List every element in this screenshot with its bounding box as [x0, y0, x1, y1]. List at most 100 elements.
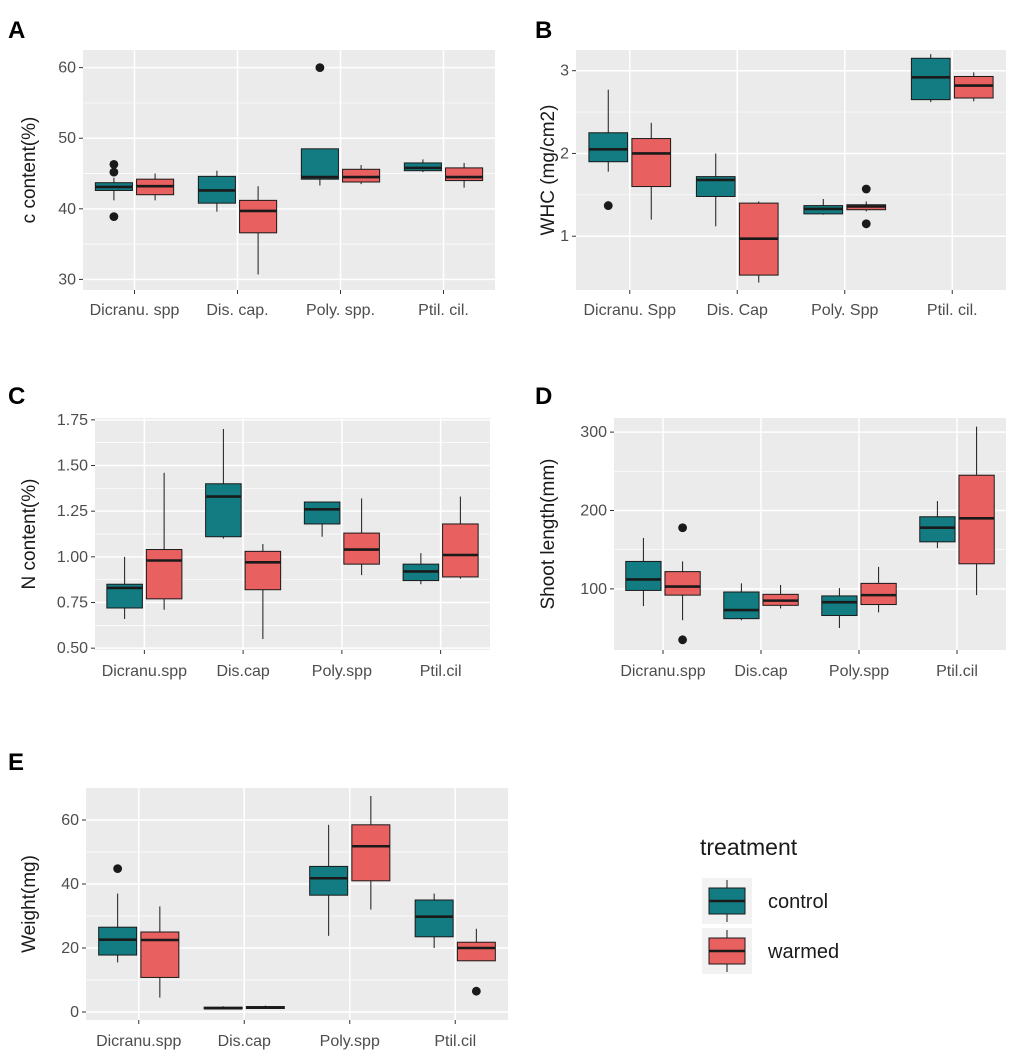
box-control — [588, 89, 629, 210]
box-body — [414, 899, 454, 938]
x-tick-label: Poly.spp — [320, 1033, 380, 1050]
outlier-point — [109, 212, 119, 221]
box-control — [309, 824, 349, 936]
box-body — [445, 167, 484, 182]
box-warmed — [145, 472, 183, 610]
box-body — [300, 148, 339, 180]
panel-letter: B — [535, 17, 552, 44]
x-tick-label: Dis.cap — [218, 1033, 271, 1050]
box-body — [145, 549, 183, 600]
box-body — [910, 57, 951, 101]
y-tick-label: 30 — [58, 271, 76, 288]
y-axis-title: c content(%) — [19, 117, 40, 224]
y-tick-label: 1.75 — [57, 412, 88, 429]
box-warmed — [953, 72, 994, 102]
y-tick-label: 60 — [58, 60, 76, 77]
y-tick-label: 1.25 — [57, 503, 88, 520]
panel-letter: E — [8, 749, 24, 776]
legend-label-control: control — [768, 891, 828, 913]
box-body — [631, 138, 672, 188]
y-tick-label: 50 — [58, 130, 76, 147]
box-control — [402, 553, 440, 585]
y-tick-label: 40 — [58, 201, 76, 218]
box-body — [695, 176, 736, 197]
x-tick-label: Ptil.cil — [434, 1033, 476, 1050]
box-control — [303, 501, 341, 537]
outlier-point — [109, 159, 119, 169]
x-tick-label: Dicranu. spp — [90, 302, 180, 319]
outlier-point — [315, 63, 325, 73]
outlier-point — [603, 201, 613, 210]
box-body — [342, 168, 381, 183]
box-body — [456, 941, 496, 962]
box-control — [300, 63, 339, 186]
box-body — [303, 501, 341, 525]
box-control — [625, 537, 662, 607]
y-tick-label: 0.50 — [57, 640, 88, 657]
x-tick-label: Poly.spp — [312, 663, 372, 680]
box-warmed — [762, 584, 799, 609]
box-warmed — [442, 496, 479, 579]
box-warmed — [245, 1005, 285, 1009]
y-tick-label: 2 — [560, 145, 569, 162]
outlier-point — [471, 986, 481, 996]
panel-letter: C — [8, 383, 25, 410]
x-tick-label: Poly. spp. — [306, 302, 375, 319]
box-control — [98, 864, 138, 963]
y-tick-label: 40 — [61, 876, 79, 893]
x-tick-label: Dis.cap — [216, 663, 269, 680]
box-warmed — [136, 173, 175, 201]
y-axis-title: WHC (mg/cm2) — [538, 105, 559, 236]
y-tick-label: 1.00 — [57, 549, 88, 566]
y-tick-label: 0.75 — [57, 595, 88, 612]
outlier-point — [861, 184, 871, 194]
box-control — [94, 159, 133, 221]
box-control — [403, 159, 442, 173]
box-body — [244, 550, 282, 591]
x-tick-label: Dicranu.spp — [102, 663, 187, 680]
y-tick-label: 200 — [580, 502, 607, 519]
x-tick-label: Poly.spp — [829, 663, 889, 680]
box-body — [723, 591, 760, 620]
x-tick-label: Dicranu.spp — [620, 663, 705, 680]
box-control — [910, 54, 951, 103]
panel-b: B 1 2 3 Dicranu. Spp Dis. Cap Poly. Spp Ptil. c… — [535, 17, 1006, 319]
y-tick-label: 60 — [61, 812, 79, 829]
x-tick-label: Poly. Spp — [811, 302, 878, 319]
box-warmed — [860, 566, 897, 613]
outlier-point — [113, 864, 123, 874]
outlier-point — [678, 523, 687, 533]
box-warmed — [738, 201, 779, 283]
y-tick-label: 3 — [560, 63, 569, 80]
panel-c: C 0.50 0.75 1.00 1.25 1.50 1.75 Dicranu.spp Dis.… — [8, 383, 490, 680]
box-warmed — [343, 498, 380, 576]
box-body — [821, 595, 858, 617]
x-tick-label: Ptil. cil. — [418, 302, 469, 319]
y-tick-label: 100 — [580, 581, 607, 598]
y-tick-label: 1 — [560, 228, 569, 245]
box-warmed — [239, 186, 278, 275]
y-tick-label: 1.50 — [57, 457, 88, 474]
box-control — [821, 588, 858, 629]
box-control — [803, 198, 844, 215]
box-warmed — [664, 523, 701, 645]
panel-letter: D — [535, 383, 552, 410]
x-tick-label: Dis.cap — [734, 663, 787, 680]
box-control — [414, 893, 454, 948]
box-body — [442, 523, 479, 578]
box-warmed — [958, 426, 995, 596]
x-tick-label: Dicranu.spp — [96, 1033, 181, 1050]
outlier-point — [678, 635, 687, 645]
x-tick-label: Ptil. cil. — [927, 302, 978, 319]
box-body — [664, 571, 701, 596]
legend-key-control — [702, 878, 752, 924]
y-axis-title: Weight(mg) — [19, 855, 40, 953]
box-body — [98, 926, 138, 956]
box-warmed — [631, 122, 672, 220]
box-warmed — [244, 544, 282, 640]
box-control — [197, 170, 236, 212]
legend-label-warmed: warmed — [767, 941, 839, 963]
panel-a: A 30 40 50 60 Dicranu. spp Dis. cap. Poly. spp.… — [8, 17, 495, 319]
x-tick-label: Dicranu. Spp — [584, 302, 677, 319]
